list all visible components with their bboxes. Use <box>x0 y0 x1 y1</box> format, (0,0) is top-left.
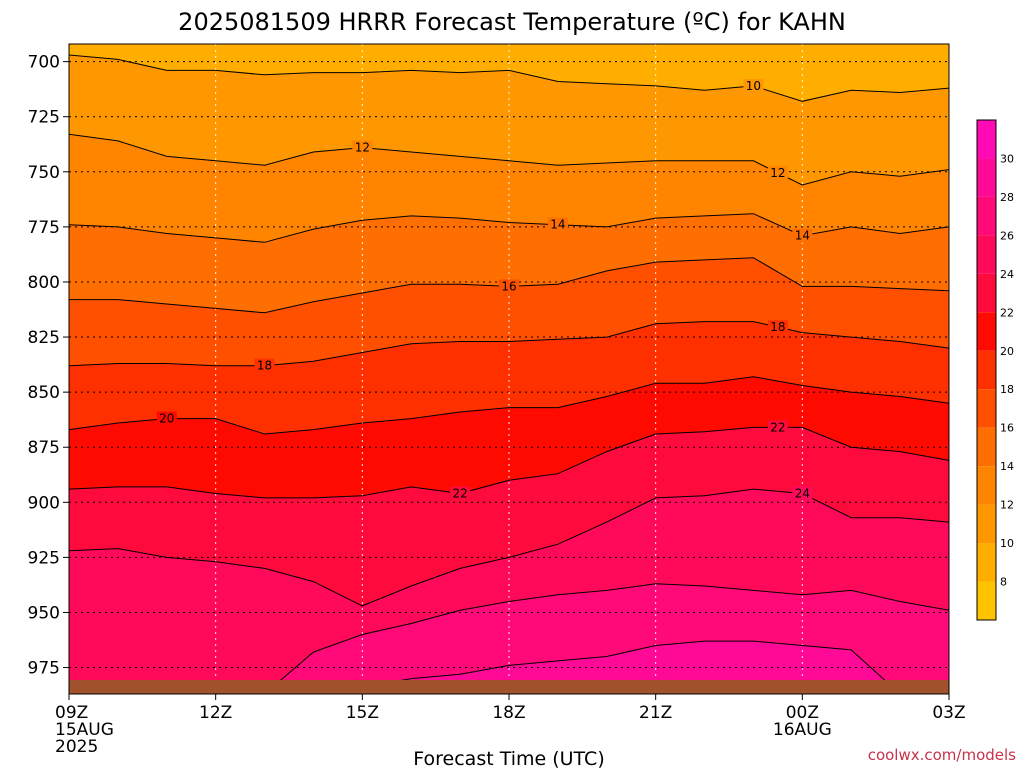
x-tick-label: 2025 <box>55 737 98 757</box>
y-tick-label: 900 <box>28 493 60 513</box>
contour-label-bg <box>767 420 788 435</box>
isotherm-line <box>69 376 949 435</box>
colorbar-tick-label: 24 <box>1000 268 1014 281</box>
x-tick-label: 03Z <box>932 703 965 723</box>
colorbar-tick-label: 20 <box>1000 345 1014 358</box>
contour-label-bg <box>254 358 275 373</box>
contour-label-bg <box>352 140 373 155</box>
y-tick-label: 975 <box>28 659 60 679</box>
y-tick-label: 775 <box>28 218 60 238</box>
x-tick-label: 16AUG <box>773 720 832 740</box>
colorbar-swatch <box>977 389 996 428</box>
x-tick-label: 21Z <box>639 703 672 723</box>
colorbar-tick-label: 16 <box>1000 422 1014 435</box>
colorbar-tick-label: 28 <box>1000 191 1014 204</box>
isotherm-line <box>69 321 949 367</box>
y-tick-label: 800 <box>28 273 60 293</box>
y-tick-label: 875 <box>28 438 60 458</box>
colorbar-swatch <box>977 312 996 351</box>
chart-title: 2025081509 HRRR Forecast Temperature (ºC… <box>178 8 846 36</box>
x-tick-label: 12Z <box>199 703 232 723</box>
contour-label-bg <box>743 78 764 93</box>
credit-text: coolwx.com/models <box>868 746 1016 764</box>
colorbar-swatch <box>977 466 996 505</box>
colorbar-tick-label: 14 <box>1000 460 1014 473</box>
colorbar-swatch <box>977 581 996 620</box>
y-tick-label: 850 <box>28 383 60 403</box>
colorbar-tick-label: 12 <box>1000 499 1014 512</box>
isotherm-line <box>69 583 949 694</box>
contour-label-bg <box>156 411 177 426</box>
contour-label: 18 <box>257 359 272 373</box>
contour-label: 22 <box>452 486 467 500</box>
isotherm-line <box>69 54 949 102</box>
plot-area: 10 12 12 14 14 16 18 18 20 22 22 24 <box>69 44 949 694</box>
contour-label: 12 <box>355 141 370 155</box>
isotherm-line <box>69 640 949 694</box>
y-tick-label: 700 <box>28 53 60 73</box>
colorbar-swatch <box>977 235 996 274</box>
isotherm-line <box>69 133 949 186</box>
colorbar-swatch <box>977 427 996 467</box>
x-tick-label: 00Z <box>786 703 819 723</box>
y-tick-label: 750 <box>28 163 60 183</box>
colorbar-swatch <box>977 120 996 159</box>
contour-label: 14 <box>550 218 565 232</box>
colorbar-tick-label: 10 <box>1000 537 1014 550</box>
colorbar: 8 10 12 14 16 18 20 22 24 26 28 30 <box>976 119 1014 621</box>
contour-label: 18 <box>770 320 785 334</box>
contour-label: 22 <box>770 420 785 434</box>
colorbar-tick-label: 30 <box>1000 152 1014 165</box>
contour-labels: 10 12 12 14 14 16 18 18 20 22 22 24 <box>156 78 813 501</box>
y-tick-label: 725 <box>28 108 60 128</box>
y-tick-label: 825 <box>28 328 60 348</box>
isotherm-line <box>69 426 949 499</box>
contour-label-bg <box>767 320 788 335</box>
x-tick-label: 09Z <box>55 703 88 723</box>
colorbar-swatch <box>977 273 996 313</box>
x-tick-label: 15AUG <box>55 720 114 740</box>
contour-label: 16 <box>501 279 516 293</box>
contour-label: 20 <box>159 412 174 426</box>
colorbar-swatch <box>977 196 996 236</box>
colorbar-frame <box>976 119 997 621</box>
contour-label: 24 <box>795 486 810 500</box>
contour-label-bg <box>767 165 788 180</box>
colorbar-swatch <box>977 543 996 582</box>
colorbar-tick-label: 22 <box>1000 306 1014 319</box>
contour-label-bg <box>792 486 813 501</box>
colorbar-swatch <box>977 350 996 390</box>
colorbar-swatch <box>977 504 996 544</box>
x-axis-label: Forecast Time (UTC) <box>413 748 604 768</box>
contour-label-bg <box>450 486 471 501</box>
contour-label-bg <box>499 279 519 294</box>
colorbar-tick-label: 8 <box>1000 576 1007 589</box>
colorbar-tick-label: 18 <box>1000 383 1014 396</box>
contour-label: 10 <box>746 79 761 93</box>
y-axis: 700 725 750 775 800 825 850 875 900 925 950 975 <box>28 53 69 679</box>
colorbar-swatch <box>977 158 996 197</box>
contour-label-bg <box>547 217 568 232</box>
y-tick-label: 925 <box>28 548 60 568</box>
contour-label: 12 <box>770 166 785 180</box>
y-tick-label: 950 <box>28 603 60 623</box>
x-tick-label: 18Z <box>492 703 525 723</box>
temperature-fill-bands <box>69 44 949 694</box>
colorbar-tick-label: 26 <box>1000 229 1014 242</box>
surface-terrain <box>69 680 949 694</box>
x-tick-label: 15Z <box>346 703 379 723</box>
contour-label: 14 <box>795 229 810 243</box>
contour-label-bg <box>792 228 813 243</box>
